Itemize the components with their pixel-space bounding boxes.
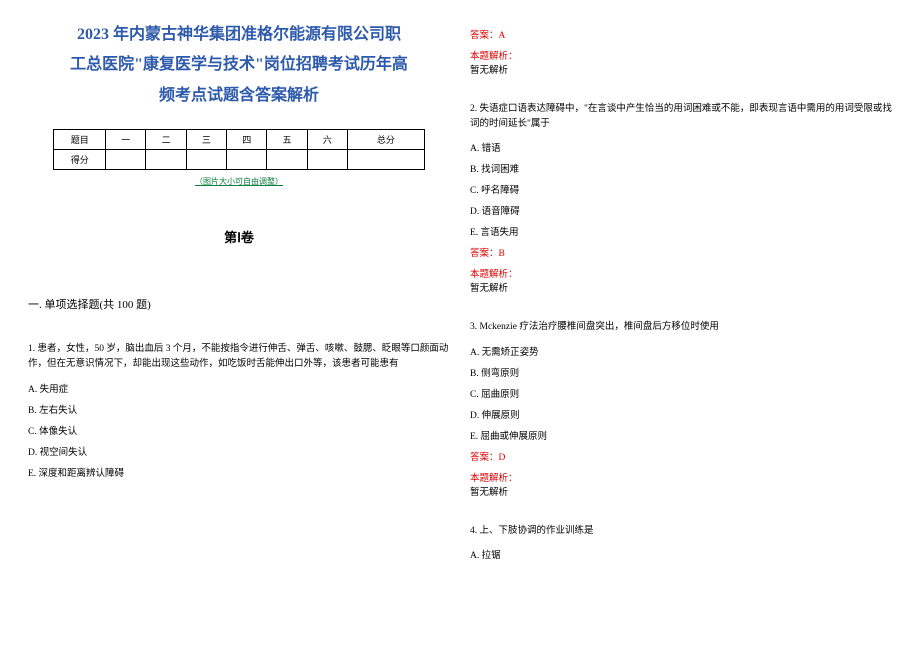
analysis-body: 暂无解析 (470, 62, 892, 76)
analysis-body: 暂无解析 (470, 280, 892, 294)
question-option: A. 拉锯 (470, 547, 892, 561)
score-table: 题目 一 二 三 四 五 六 总分 得分 (53, 129, 424, 170)
question-option: B. 侧弯原则 (470, 365, 892, 379)
column-left: 2023 年内蒙古神华集团准格尔能源有限公司职 工总医院"康复医学与技术"岗位招… (0, 0, 460, 651)
title-line-1: 2023 年内蒙古神华集团准格尔能源有限公司职 (28, 20, 450, 50)
score-header-cell: 题目 (54, 130, 106, 150)
question-4: 4. 上、下肢协调的作业训练是 A. 拉锯 (470, 524, 892, 561)
question-stem: 1. 患者，女性，50 岁，脑出血后 3 个月，不能按指令进行伸舌、弹舌、咳嗽、… (28, 342, 450, 372)
score-header-cell: 五 (267, 130, 307, 150)
exam-document: 2023 年内蒙古神华集团准格尔能源有限公司职 工总医院"康复医学与技术"岗位招… (0, 0, 920, 651)
question-option: C. 屈曲原则 (470, 386, 892, 400)
score-cell (348, 150, 425, 170)
analysis-label: 本题解析： (470, 470, 892, 484)
analysis-body: 暂无解析 (470, 484, 892, 498)
question-2: 2. 失语症口语表达障碍中，"在言谈中产生恰当的用词困难或不能，即表现言语中需用… (470, 102, 892, 294)
score-cell (267, 150, 307, 170)
question-option: B. 左右失认 (28, 402, 450, 416)
analysis-label: 本题解析： (470, 266, 892, 280)
question-option: A. 无需矫正姿势 (470, 344, 892, 358)
question-stem: 3. Mckenzie 疗法治疗腰椎间盘突出，椎间盘后方移位时使用 (470, 320, 892, 335)
question-option: D. 伸展原则 (470, 407, 892, 421)
question-stem: 2. 失语症口语表达障碍中，"在言谈中产生恰当的用词困难或不能，即表现言语中需用… (470, 102, 892, 132)
question-option: D. 语音障碍 (470, 203, 892, 217)
answer-line: 答案：A (470, 27, 892, 41)
score-header-cell: 三 (186, 130, 226, 150)
question-3: 3. Mckenzie 疗法治疗腰椎间盘突出，椎间盘后方移位时使用 A. 无需矫… (470, 320, 892, 497)
resize-note: （图片大小可自由调整） (28, 176, 450, 187)
score-cell (146, 150, 186, 170)
score-cell (227, 150, 267, 170)
score-cell (106, 150, 146, 170)
question-1: 1. 患者，女性，50 岁，脑出血后 3 个月，不能按指令进行伸舌、弹舌、咳嗽、… (28, 342, 450, 478)
score-cell (307, 150, 347, 170)
title-line-2: 工总医院"康复医学与技术"岗位招聘考试历年高 (28, 50, 450, 80)
answer-line: 答案：B (470, 245, 892, 259)
question-stem: 4. 上、下肢协调的作业训练是 (470, 524, 892, 539)
score-header-cell: 二 (146, 130, 186, 150)
column-right: 答案：A 本题解析： 暂无解析 2. 失语症口语表达障碍中，"在言谈中产生恰当的… (460, 0, 920, 651)
question-option: C. 呼名障碍 (470, 182, 892, 196)
question-option: A. 失用症 (28, 381, 450, 395)
analysis-label: 本题解析： (470, 48, 892, 62)
question-option: D. 视空间失认 (28, 444, 450, 458)
answer-line: 答案：D (470, 449, 892, 463)
volume-heading: 第Ⅰ卷 (28, 227, 450, 246)
table-row: 题目 一 二 三 四 五 六 总分 (54, 130, 424, 150)
score-row-label: 得分 (54, 150, 106, 170)
table-row: 得分 (54, 150, 424, 170)
score-header-cell: 一 (106, 130, 146, 150)
question-option: E. 屈曲或伸展原则 (470, 428, 892, 442)
title-line-3: 频考点试题含答案解析 (28, 81, 450, 111)
question-option: A. 错语 (470, 140, 892, 154)
score-cell (186, 150, 226, 170)
question-option: C. 体像失认 (28, 423, 450, 437)
question-option: B. 找词困难 (470, 161, 892, 175)
question-option: E. 言语失用 (470, 224, 892, 238)
score-header-cell: 六 (307, 130, 347, 150)
section-heading: 一. 单项选择题(共 100 题) (28, 296, 450, 312)
score-header-cell: 总分 (348, 130, 425, 150)
document-title: 2023 年内蒙古神华集团准格尔能源有限公司职 工总医院"康复医学与技术"岗位招… (28, 20, 450, 111)
score-header-cell: 四 (227, 130, 267, 150)
question-option: E. 深度和距离辨认障碍 (28, 465, 450, 479)
